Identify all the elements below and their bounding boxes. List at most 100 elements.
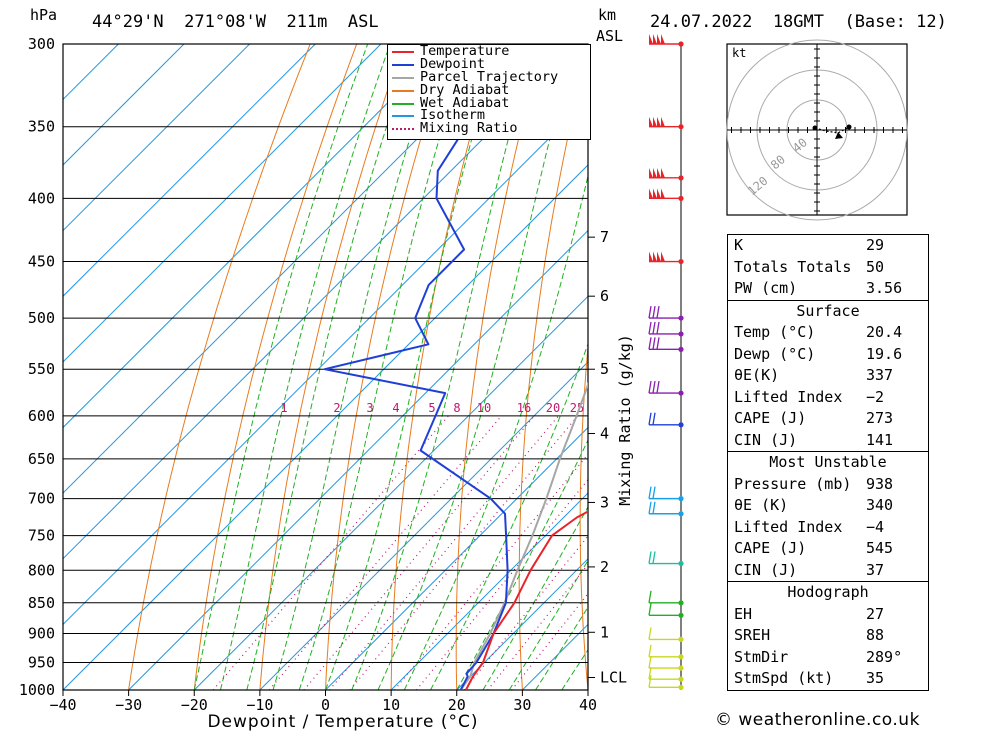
wind-barb-flag	[657, 167, 661, 178]
unstable-value: 37	[866, 560, 885, 579]
x-tick-label: 30	[513, 696, 531, 714]
surface-label: CIN (J)	[734, 430, 798, 449]
wind-barb-feather	[656, 337, 660, 350]
legend-item: Parcel Trajectory	[388, 70, 590, 84]
wind-barb-feather	[648, 412, 652, 425]
credit-link[interactable]: © weatheronline.co.uk	[715, 710, 920, 730]
wind-barb	[649, 188, 684, 201]
legend-label: Mixing Ratio	[420, 120, 518, 137]
legend-swatch	[392, 51, 414, 53]
wind-barb	[648, 501, 684, 517]
wind-barb-flag	[657, 188, 661, 199]
legend-swatch	[392, 128, 414, 131]
unstable-label: Lifted Index	[734, 517, 843, 536]
general-row: K 29	[728, 235, 928, 257]
surface-row: Dewp (°C) 19.6	[728, 344, 928, 366]
mixing-ratio-label: 16	[517, 401, 531, 415]
hodograph-point	[812, 125, 818, 131]
wind-barb	[648, 675, 684, 690]
pressure-tick-label: 950	[28, 653, 55, 671]
storm-motion-marker	[835, 132, 843, 139]
general-value: 50	[866, 257, 885, 276]
wind-barb-flag	[653, 188, 657, 199]
wind-barb	[648, 486, 684, 502]
surface-row: θE(K) 337	[728, 365, 928, 387]
wind-barb	[648, 627, 684, 642]
isotherm-line	[63, 44, 119, 101]
unstable-value: 545	[866, 539, 894, 557]
mixing-ratio-label: 5	[428, 401, 435, 415]
hodo-label: SREH	[734, 626, 771, 644]
x-tick-label: 40	[579, 696, 597, 714]
indices-table: K 29 Totals Totals 50 PW (cm) 3.56 Surface Te…	[727, 234, 929, 691]
isotherm-line	[325, 426, 588, 690]
x-tick-label: −10	[246, 696, 273, 714]
wind-barb-feather	[656, 305, 660, 319]
wind-barb	[648, 644, 684, 660]
wind-barb	[649, 34, 684, 47]
km-tick-label: 1	[600, 623, 609, 641]
mixing-ratio-label: 20	[546, 401, 560, 415]
temperature-line	[465, 510, 588, 690]
wind-barb-feather	[648, 590, 652, 603]
general-value: 29	[866, 236, 885, 254]
wet-adiabat-line	[508, 559, 588, 690]
height-ref-label: ASL	[596, 27, 624, 45]
isotherm-line	[63, 44, 513, 494]
unstable-value: 340	[866, 496, 894, 514]
pressure-unit-label: hPa	[30, 6, 58, 24]
wind-barb	[648, 603, 684, 618]
hodo-row: SREH 88	[728, 625, 928, 647]
wet-adiabat-line	[325, 44, 500, 690]
surface-value: −2	[866, 387, 885, 406]
wind-barb-feather	[648, 644, 652, 657]
surface-value: 19.6	[866, 344, 903, 363]
surface-value: 20.4	[866, 323, 903, 341]
wind-barb	[648, 551, 684, 567]
wet-adiabat-line	[298, 44, 469, 690]
x-tick-label: 20	[448, 696, 466, 714]
wind-barb	[648, 337, 684, 352]
pressure-tick-label: 700	[28, 490, 55, 508]
wind-barb-feather	[648, 627, 652, 640]
wind-barb-feather	[648, 305, 652, 319]
legend-item: Dry Adiabat	[388, 83, 590, 97]
isotherm-line	[63, 44, 316, 297]
unstable-value: 938	[866, 474, 894, 493]
unstable-label: Pressure (mb)	[734, 474, 852, 493]
wind-barb-flag	[657, 251, 661, 262]
x-tick-label: −40	[49, 696, 76, 714]
hodograph-point	[846, 124, 852, 130]
surface-section-title: Surface	[796, 301, 860, 320]
km-tick-label: 4	[600, 425, 609, 443]
unstable-section-title: Most Unstable	[769, 453, 887, 471]
pressure-tick-label: 450	[28, 253, 55, 271]
unstable-label: CAPE (J)	[734, 539, 807, 557]
pressure-tick-label: 650	[28, 450, 55, 468]
wind-barb-feather	[652, 337, 656, 350]
general-row: Totals Totals 50	[728, 257, 928, 279]
general-label: Totals Totals	[734, 257, 852, 276]
km-tick-label: 3	[600, 493, 609, 511]
pressure-tick-label: 800	[28, 561, 55, 579]
hodo-row: StmSpd (kt) 35	[728, 668, 928, 690]
wind-barb-feather	[648, 321, 652, 335]
hodo-value: 289°	[866, 647, 903, 666]
wind-barb-flag	[653, 167, 657, 178]
wind-barb	[649, 116, 684, 130]
wind-barb-flag	[661, 34, 665, 44]
wind-barb-feather	[648, 655, 652, 669]
unstable-row: Lifted Index −4	[728, 517, 928, 539]
pressure-tick-label: 400	[28, 189, 55, 207]
isotherm-line	[63, 164, 588, 690]
legend-item: Dewpoint	[388, 57, 590, 71]
legend-item: Isotherm	[388, 109, 590, 122]
mixing-ratio-label: 4	[392, 401, 399, 415]
unstable-value: −4	[866, 517, 885, 536]
pressure-tick-label: 750	[28, 527, 55, 545]
hodo-label: StmDir	[734, 647, 789, 666]
isotherm-line	[63, 44, 447, 429]
unstable-row: CAPE (J) 545	[728, 538, 928, 560]
pressure-tick-label: 600	[28, 407, 55, 425]
pressure-tick-label: 350	[28, 118, 55, 136]
